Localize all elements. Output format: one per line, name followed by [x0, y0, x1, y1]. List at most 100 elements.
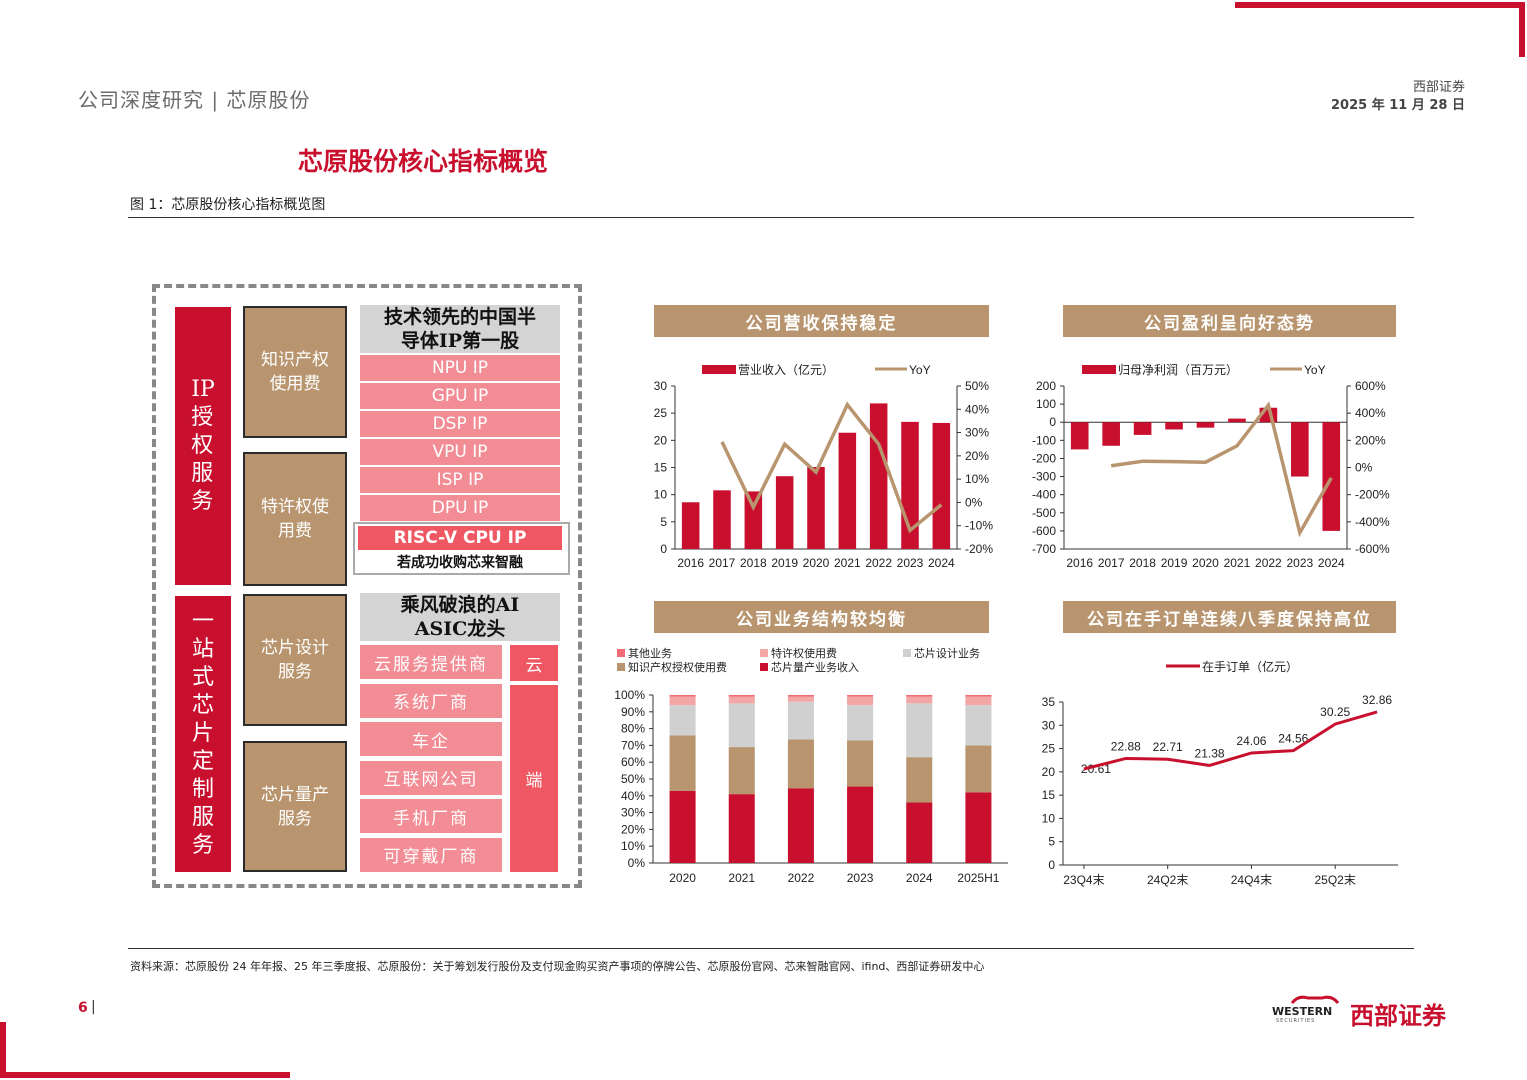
stacked-segment: [669, 790, 696, 863]
x-tick-label: 2018: [1129, 556, 1156, 570]
bar: [1196, 422, 1215, 428]
customer-item: 云服务提供商: [360, 645, 502, 679]
stacked-segment: [787, 695, 814, 697]
data-label: 32.86: [1362, 693, 1392, 707]
tech-lead-header: 技术领先的中国半导体IP第一股: [360, 305, 560, 353]
ip-fee-label: 知识产权使用费: [261, 350, 329, 394]
vertical-char: 一: [191, 609, 214, 634]
legend-label: 其他业务: [628, 647, 672, 660]
stacked-segment: [787, 696, 814, 702]
y2-tick-label: 50%: [965, 379, 989, 393]
vertical-char: IP: [191, 377, 215, 402]
vertical-char: 权: [191, 433, 214, 458]
y-tick-label: 10: [1042, 811, 1056, 825]
y2-tick-label: -400%: [1355, 515, 1390, 529]
x-tick-label: 24Q2末: [1147, 873, 1188, 887]
y-tick-label: -700: [1032, 542, 1056, 556]
riscv-ip: RISC-V CPU IP: [358, 526, 562, 550]
mass-production-box: 芯片量产服务: [243, 741, 347, 872]
legend-swatch: [903, 649, 911, 657]
mass-production-label: 芯片量产服务: [261, 784, 329, 829]
ip-item: VPU IP: [360, 437, 560, 465]
business-diagram-frame: [152, 284, 582, 888]
stacked-segment: [787, 739, 814, 789]
x-tick-label: 24Q4末: [1231, 873, 1272, 887]
royalty-box: 特许权使用费: [243, 452, 347, 586]
yoy-line: [1110, 401, 1333, 538]
x-tick-label: 23Q4末: [1063, 873, 1104, 887]
legend-swatch: [617, 663, 625, 671]
x-tick-label: 2020: [669, 871, 696, 885]
y-tick-label: 60%: [621, 755, 645, 769]
y2-tick-label: 400%: [1355, 406, 1386, 420]
vertical-char: 制: [191, 777, 214, 802]
y-tick-label: 100%: [614, 688, 645, 702]
bar: [1322, 422, 1341, 531]
y-tick-label: 20: [1042, 765, 1056, 779]
one-stop-service-column: 一站式芯片定制服务: [175, 596, 231, 872]
x-tick-label: 2023: [897, 556, 924, 570]
data-label: 24.06: [1236, 734, 1266, 748]
y2-tick-label: 30%: [965, 426, 989, 440]
y-tick-label: 0: [660, 542, 667, 556]
bar: [1070, 422, 1089, 450]
data-label: 21.38: [1195, 746, 1225, 760]
y2-tick-label: 0%: [1355, 461, 1373, 475]
y-tick-label: 30: [654, 379, 668, 393]
bar: [681, 502, 700, 549]
footer-rule: [128, 948, 1414, 949]
vertical-char: 服: [191, 805, 214, 830]
y2-tick-label: 40%: [965, 402, 989, 416]
customer-item: 互联网公司: [360, 760, 502, 795]
legend-label: 芯片设计业务: [914, 646, 980, 660]
figure-caption: 图 1：芯原股份核心指标概览图: [130, 197, 326, 213]
vertical-char: 务: [191, 833, 214, 858]
design-service-label: 芯片设计服务: [261, 638, 329, 682]
stacked-segment: [965, 695, 992, 697]
y-tick-label: -600: [1032, 524, 1056, 538]
ip-service-label: IP 授权服务: [191, 376, 215, 516]
x-tick-label: 2025H1: [957, 871, 999, 885]
stacked-segment: [728, 696, 755, 704]
x-tick-label: 2017: [1098, 556, 1125, 570]
logo-text-en-sub: SECURITIES: [1276, 1018, 1316, 1024]
logo-horn-icon: [1290, 995, 1340, 1004]
y-tick-label: 25: [1042, 742, 1056, 756]
ip-item: DPU IP: [360, 493, 560, 521]
tech-lead-label: 技术领先的中国半导体IP第一股: [383, 306, 536, 352]
y-tick-label: 200: [1036, 379, 1056, 393]
decorative-top-bar: [1235, 2, 1525, 8]
x-tick-label: 2021: [834, 556, 861, 570]
stacked-segment: [669, 696, 696, 706]
legend-swatch: [617, 649, 625, 657]
stacked-segment: [728, 703, 755, 748]
stacked-segment: [669, 735, 696, 791]
legend-swatch-bar: [1082, 365, 1116, 374]
customer-item: 可穿戴厂商: [360, 837, 502, 872]
stacked-segment: [847, 740, 874, 787]
stacked-segment: [669, 695, 696, 697]
vertical-char: 式: [191, 665, 214, 690]
y-tick-label: 20%: [621, 822, 645, 836]
y-tick-label: 30%: [621, 806, 645, 820]
y-tick-label: -100: [1032, 433, 1056, 447]
stacked-segment: [906, 802, 933, 863]
revenue-chart: 营业收入（亿元） YoY 0 5 10 15 20 25 30 -20% -10% 0% 10% 20% 3…: [654, 362, 994, 570]
data-label: 22.71: [1153, 740, 1183, 754]
y-tick-label: 15: [654, 461, 668, 475]
ai-asic-label: 乘风破浪的AI ASIC龙头: [400, 594, 520, 640]
vertical-char: 片: [191, 721, 214, 746]
stacked-segment: [728, 794, 755, 863]
y-tick-label: 80%: [621, 722, 645, 736]
bar: [1291, 422, 1309, 477]
stacked-segment: [787, 788, 814, 863]
legend-label: 知识产权授权使用费: [628, 660, 727, 674]
legend-label: 芯片量产业务收入: [771, 660, 859, 674]
y2-tick-label: -20%: [965, 542, 993, 556]
legend-label-bar: 归母净利润（百万元）: [1118, 363, 1238, 377]
design-service-box: 芯片设计服务: [243, 594, 347, 726]
edge-label: 端: [510, 685, 558, 872]
x-tick-label: 2022: [1255, 556, 1282, 570]
